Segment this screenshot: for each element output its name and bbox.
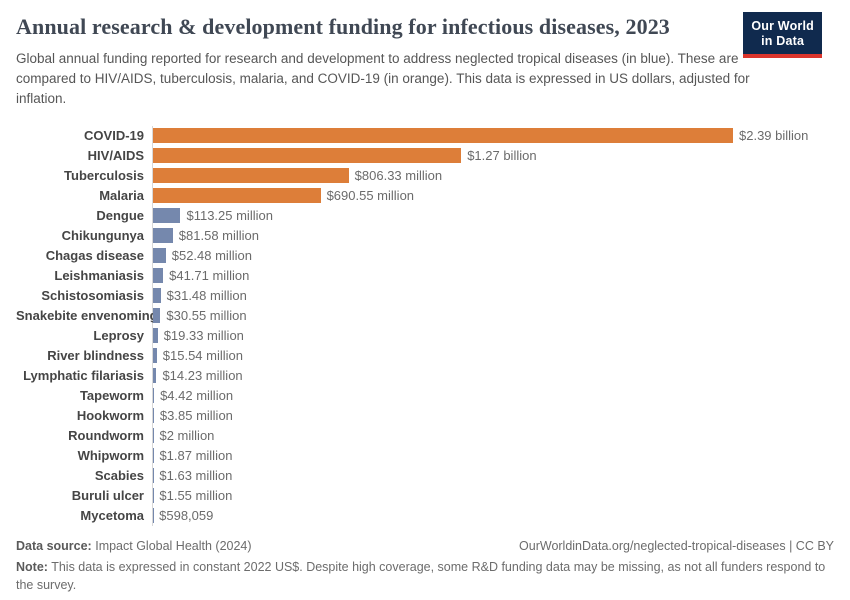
footer-note-text: This data is expressed in constant 2022 … <box>16 559 826 592</box>
owid-logo-line2: in Data <box>761 34 805 48</box>
value-label: $81.58 million <box>178 228 260 244</box>
category-label: Lymphatic filariasis <box>23 368 144 384</box>
bar[interactable] <box>153 388 155 404</box>
category-label: Chikungunya <box>61 228 144 244</box>
category-label: COVID-19 <box>84 128 144 144</box>
bar-chart: COVID-19 $2.39 billion HIV/AIDS $1.27 billi… <box>16 125 834 526</box>
bar-row: Scabies $1.63 million <box>16 466 834 486</box>
chart-footer: Data source: Impact Global Health (2024)… <box>16 539 834 595</box>
category-label: Dengue <box>96 208 144 224</box>
value-label: $19.33 million <box>163 328 244 344</box>
value-label: $1.55 million <box>159 488 233 504</box>
value-label: $52.48 million <box>171 248 252 264</box>
value-label: $41.71 million <box>169 268 250 284</box>
value-label: $113.25 million <box>186 208 273 224</box>
chart-header: Annual research & development funding fo… <box>16 12 834 109</box>
value-label: $4.42 million <box>160 388 234 404</box>
owid-logo-line1: Our World <box>751 19 814 33</box>
category-label: Scabies <box>94 468 144 484</box>
chart-subtitle: Global annual funding reported for resea… <box>16 51 750 106</box>
bar-row: Dengue $113.25 million <box>16 206 834 226</box>
bar[interactable] <box>153 348 157 364</box>
bar[interactable] <box>153 168 349 184</box>
bar[interactable] <box>153 368 157 384</box>
bar[interactable] <box>153 128 733 144</box>
bar[interactable] <box>153 288 161 304</box>
footer-note-label: Note: <box>16 559 48 574</box>
value-label: $690.55 million <box>326 188 415 204</box>
bar[interactable] <box>153 268 164 284</box>
owid-logo: Our World in Data <box>743 12 822 58</box>
value-label: $30.55 million <box>166 308 247 324</box>
value-label: $806.33 million <box>354 168 443 184</box>
category-label: Leprosy <box>93 328 144 344</box>
bar-row: Tapeworm $4.42 million <box>16 386 834 406</box>
bar[interactable] <box>153 208 181 224</box>
value-label: $2.39 billion <box>739 128 809 144</box>
value-label: $598,059 <box>159 508 214 524</box>
category-label: Roundworm <box>68 428 144 444</box>
bar[interactable] <box>153 328 158 344</box>
bar[interactable] <box>153 408 154 424</box>
category-label: Tapeworm <box>79 388 144 404</box>
bar-row: River blindness $15.54 million <box>16 346 834 366</box>
category-label: Tuberculosis <box>64 168 144 184</box>
chart-rows: COVID-19 $2.39 billion HIV/AIDS $1.27 billi… <box>16 126 834 526</box>
bar[interactable] <box>153 148 462 164</box>
bar-row: Hookworm $3.85 million <box>16 406 834 426</box>
value-label: $2 million <box>159 428 215 444</box>
bar-row: COVID-19 $2.39 billion <box>16 126 834 146</box>
category-label: Snakebite envenoming <box>16 308 158 324</box>
category-label: HIV/AIDS <box>87 148 144 164</box>
footer-note: Note: This data is expressed in constant… <box>16 559 834 595</box>
bar-row: HIV/AIDS $1.27 billion <box>16 146 834 166</box>
page-title: Annual research & development funding fo… <box>16 14 670 39</box>
bar-row: Mycetoma $598,059 <box>16 506 834 526</box>
bar[interactable] <box>153 228 173 244</box>
category-label: Schistosomiasis <box>41 288 144 304</box>
bar-row: Buruli ulcer $1.55 million <box>16 486 834 506</box>
category-label: Malaria <box>99 188 144 204</box>
category-label: Hookworm <box>76 408 144 424</box>
value-label: $31.48 million <box>166 288 247 304</box>
value-label: $14.23 million <box>162 368 243 384</box>
value-label: $1.27 billion <box>467 148 537 164</box>
bar-row: Whipworm $1.87 million <box>16 446 834 466</box>
bar-row: Snakebite envenoming $30.55 million <box>16 306 834 326</box>
category-label: Buruli ulcer <box>71 488 144 504</box>
bar-row: Lymphatic filariasis $14.23 million <box>16 366 834 386</box>
bar[interactable] <box>153 188 321 204</box>
category-label: River blindness <box>47 348 144 364</box>
bar-row: Leprosy $19.33 million <box>16 326 834 346</box>
bar-row: Chikungunya $81.58 million <box>16 226 834 246</box>
data-source-value: Impact Global Health (2024) <box>95 538 252 553</box>
bar[interactable] <box>153 248 166 264</box>
value-label: $15.54 million <box>162 348 243 364</box>
value-label: $3.85 million <box>159 408 233 424</box>
y-axis-line <box>152 125 153 526</box>
bar-row: Tuberculosis $806.33 million <box>16 166 834 186</box>
data-source: Data source: Impact Global Health (2024) <box>16 539 252 553</box>
bar-row: Schistosomiasis $31.48 million <box>16 286 834 306</box>
value-label: $1.63 million <box>159 468 233 484</box>
bar[interactable] <box>153 308 161 324</box>
bar-row: Malaria $690.55 million <box>16 186 834 206</box>
footer-url-license: OurWorldinData.org/neglected-tropical-di… <box>519 538 834 553</box>
data-source-label: Data source: <box>16 538 92 553</box>
category-label: Chagas disease <box>45 248 144 264</box>
category-label: Mycetoma <box>80 508 144 524</box>
bar-row: Roundworm $2 million <box>16 426 834 446</box>
bar-row: Leishmaniasis $41.71 million <box>16 266 834 286</box>
category-label: Whipworm <box>77 448 144 464</box>
bar-row: Chagas disease $52.48 million <box>16 246 834 266</box>
category-label: Leishmaniasis <box>54 268 144 284</box>
value-label: $1.87 million <box>159 448 233 464</box>
